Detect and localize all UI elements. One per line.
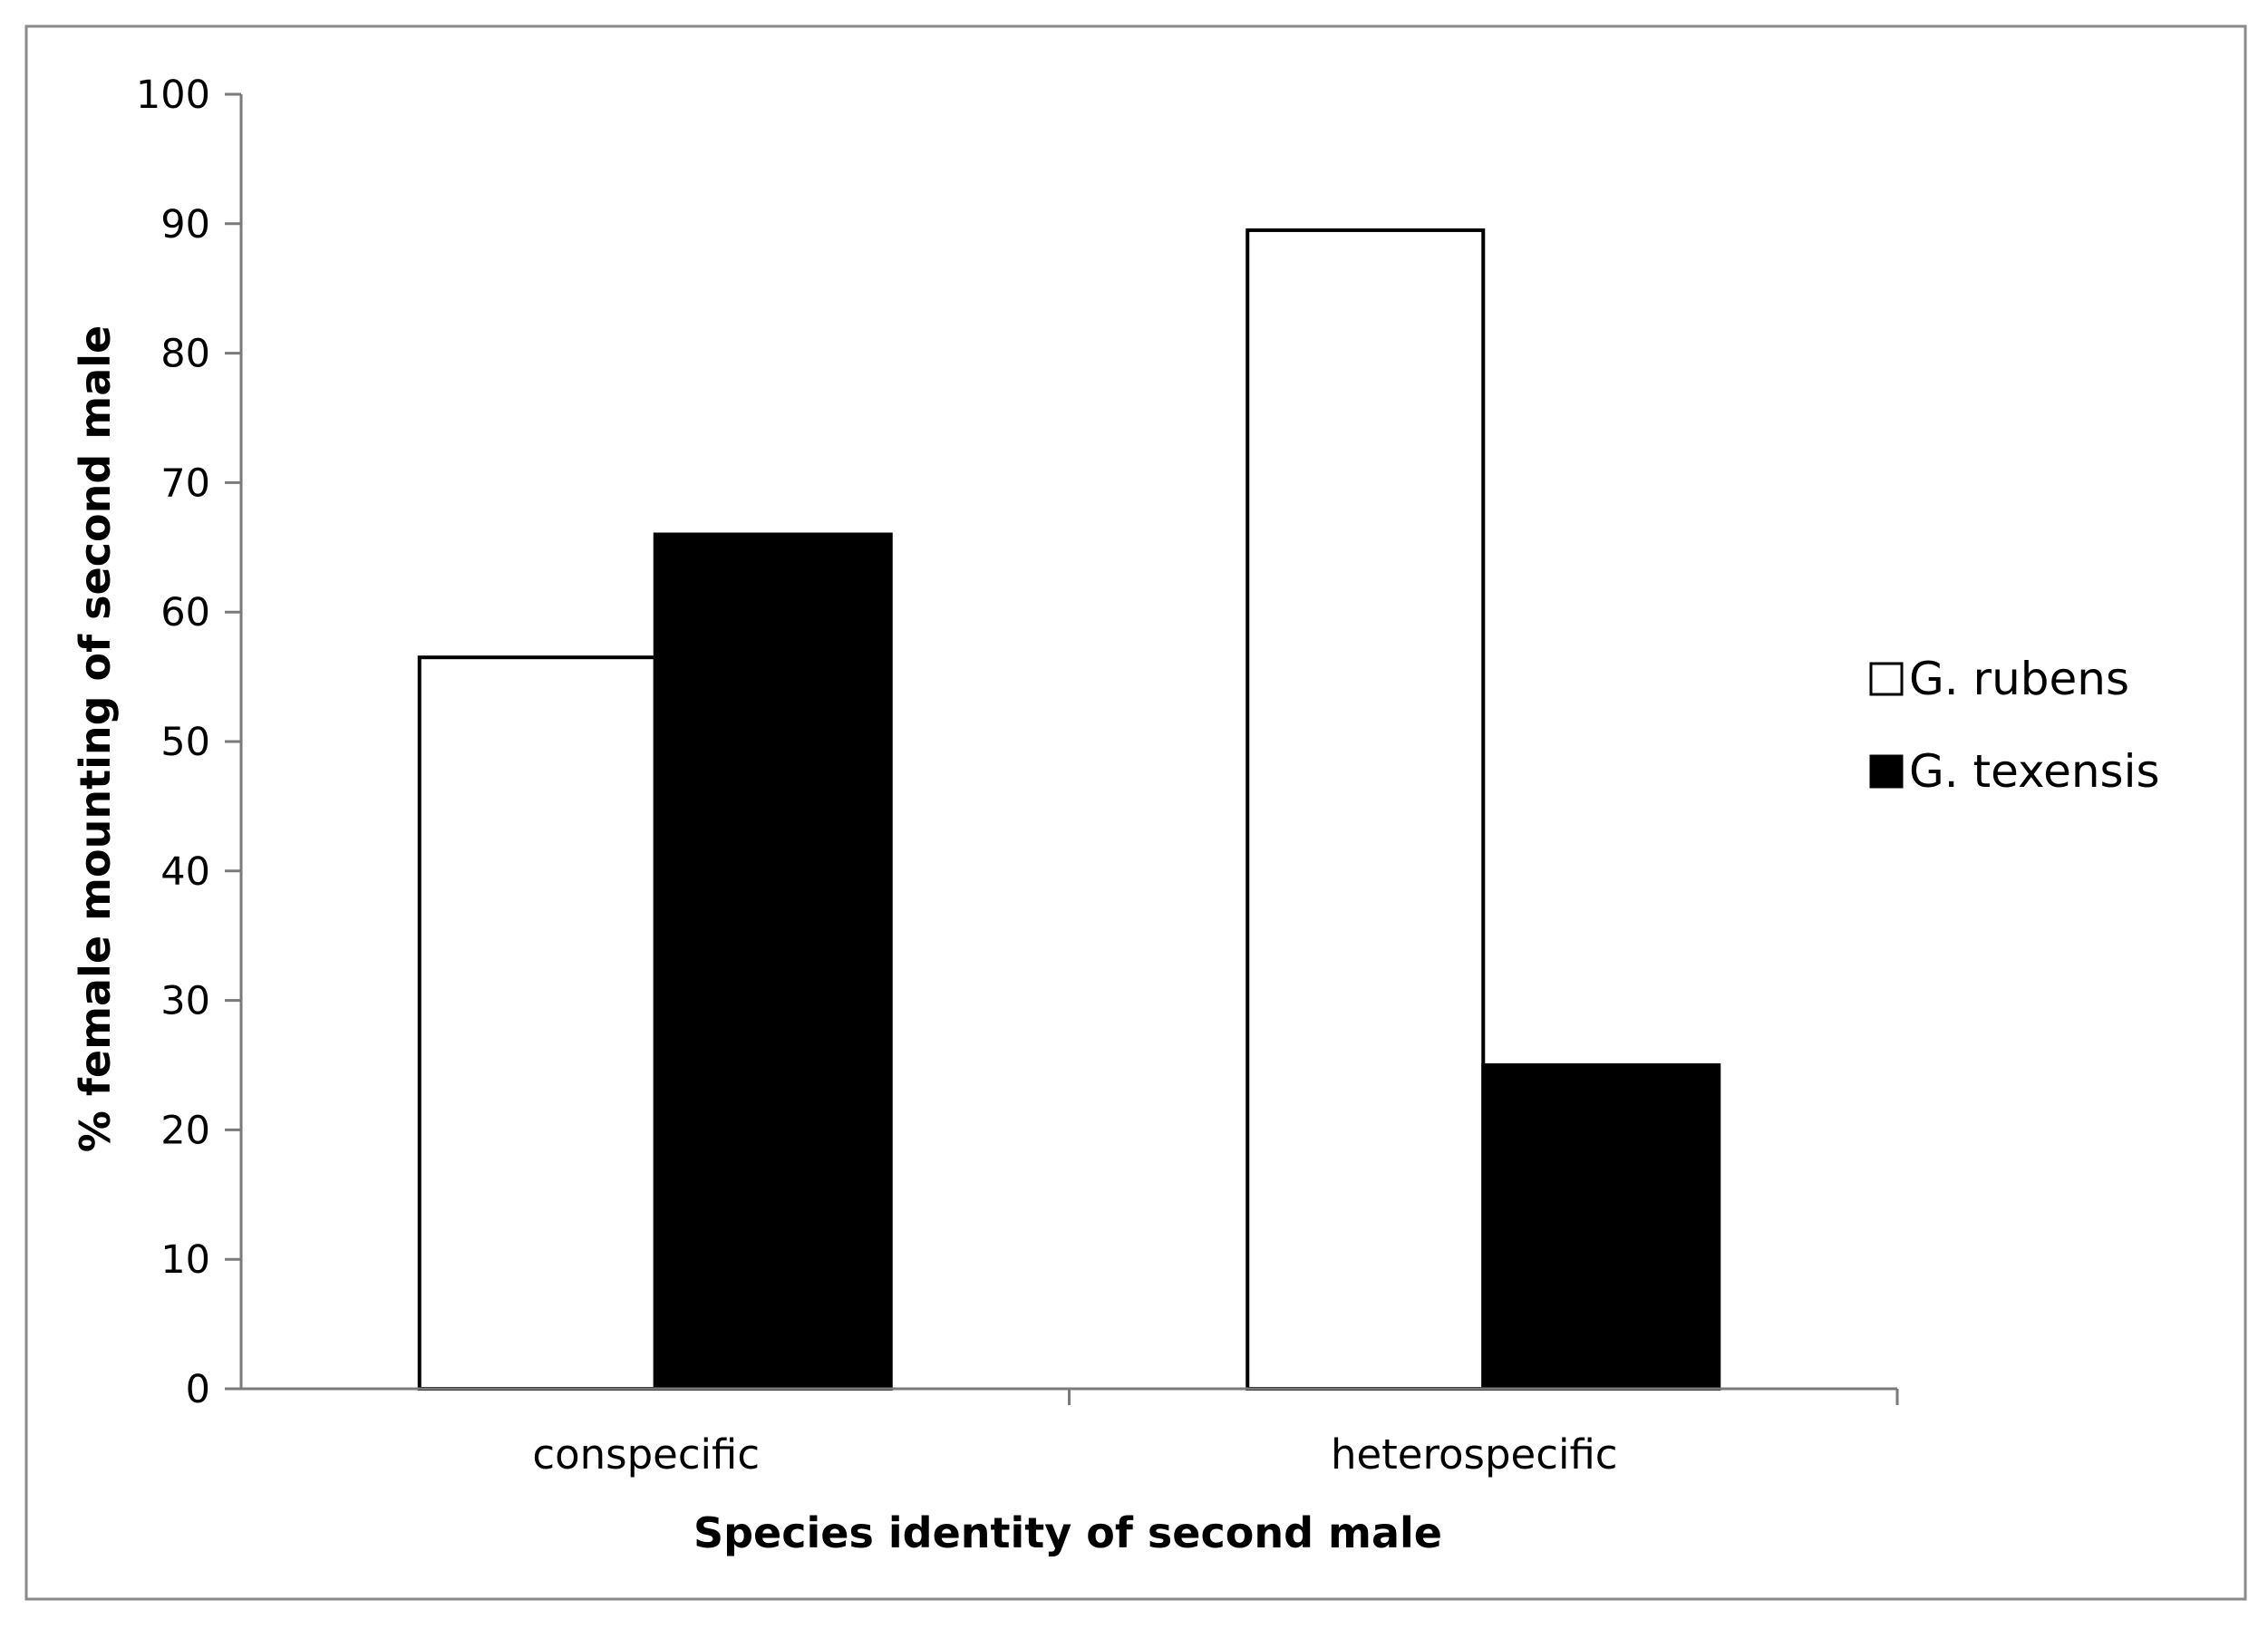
legend-label: G. texensis	[1909, 745, 2160, 798]
y-ticks-layer: 0 10 20 30 40 50 60 70 80 90 100	[136, 73, 241, 1412]
x-category-label: conspecific	[532, 1430, 760, 1479]
y-tick-label: 20	[160, 1108, 210, 1153]
chart-border	[24, 24, 2247, 1601]
bars-layer	[417, 228, 1721, 1391]
legend-swatch	[1869, 662, 1904, 696]
legend-label: G. rubens	[1909, 653, 2129, 705]
y-tick-label: 0	[186, 1367, 210, 1412]
bar-1-1	[1481, 1063, 1721, 1391]
legend-swatch	[1869, 754, 1904, 789]
y-tick-label: 100	[136, 73, 210, 118]
x-axis-title: Species identity of second male	[693, 1508, 1442, 1557]
y-tick-label: 10	[160, 1237, 210, 1283]
y-tick-label: 80	[160, 332, 210, 377]
bar-0-0	[417, 655, 657, 1391]
y-tick-label: 70	[160, 461, 210, 506]
legend: G. rubens G. texensis	[1869, 653, 2160, 798]
bar-0-1	[653, 532, 893, 1391]
y-tick-label: 90	[160, 202, 210, 247]
y-axis-title: % female mounting of second male	[71, 325, 120, 1152]
y-tick-label: 60	[160, 590, 210, 635]
y-tick-label: 30	[160, 979, 210, 1024]
y-tick-label: 40	[160, 849, 210, 895]
y-tick-label: 50	[160, 720, 210, 765]
x-category-label: heterospecific	[1331, 1430, 1618, 1479]
bar-1-0	[1245, 228, 1486, 1391]
x-categories-layer: conspecific heterospecific	[532, 1389, 1899, 1479]
